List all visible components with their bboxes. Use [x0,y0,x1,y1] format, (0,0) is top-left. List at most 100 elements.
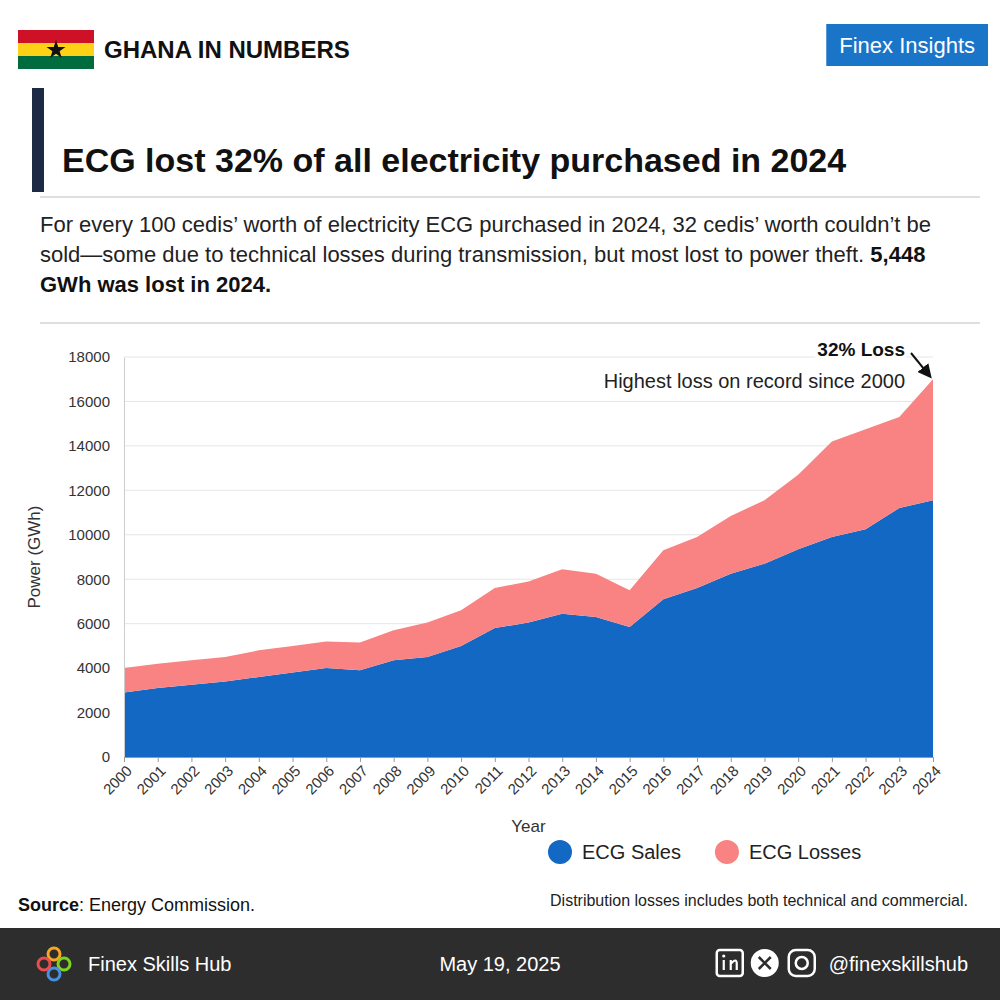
y-tick: 8000 [77,571,124,588]
x-tick-mark [596,757,597,762]
x-tick: 2005 [268,757,304,798]
x-tick-label: 2007 [335,762,371,798]
y-axis-title: Power (GWh) [25,506,44,609]
x-tick: 2019 [740,757,776,798]
annotation-arrow [911,353,930,376]
footer-handle: @finexskillshub [829,953,968,975]
x-tick-label: 2021 [807,762,843,798]
x-axis: 2000200120022003200420052006200720082009… [99,757,944,798]
x-tick: 2022 [841,757,877,798]
x-tick-mark [360,757,361,762]
annotation: 32% Loss Highest loss on record since 200… [602,338,930,393]
x-tick: 2023 [875,757,911,798]
area-1 [124,379,933,692]
x-tick-label: 2018 [706,762,742,798]
y-tick-label: 4000 [77,659,110,676]
x-tick-label: 2019 [740,762,776,798]
y-tick-label: 2000 [77,704,110,721]
y-tick-label: 18000 [68,348,110,365]
page: GHANA IN NUMBERSFinex InsightsECG lost 3… [0,0,1000,1000]
x-tick: 2017 [673,757,709,798]
x-tick: 2024 [908,757,944,798]
logo-dot [48,968,60,980]
y-axis-line [124,358,125,758]
x-tick-mark [764,757,765,762]
x-tick-label: 2012 [504,762,540,798]
y-tick-label: 8000 [77,571,110,588]
x-tick-label: 2009 [403,762,439,798]
title: ECG lost 32% of all electricity purchase… [62,141,846,179]
legend-swatch [715,840,739,864]
x-tick-mark [529,757,530,762]
x-tick-mark [731,757,732,762]
logo-dot [48,948,60,960]
y-tick: 16000 [68,393,124,410]
logo [38,948,70,980]
x-tick: 2002 [167,757,203,798]
x-tick-mark [259,757,260,762]
x-tick-mark [326,757,327,762]
x-tick-mark [191,757,192,762]
x-tick: 2007 [335,757,371,798]
icon [722,954,725,957]
y-tick: 12000 [68,482,124,499]
grid-line [124,445,933,446]
x-tick-mark [495,757,496,762]
icon [789,950,815,976]
x-tick-mark [427,757,428,762]
x-tick-label: 2011 [471,762,506,797]
x-tick-mark [832,757,833,762]
x-tick: 2000 [99,757,135,798]
x-tick: 2015 [605,757,641,798]
x-tick: 2006 [302,757,338,798]
y-tick: 18000 [68,348,124,365]
legend-label: ECG Sales [582,841,681,863]
grid [124,357,933,757]
x-tick: 2011 [471,757,506,797]
x-tick-label: 2022 [841,762,877,798]
x-tick-mark [630,757,631,762]
footer-date: May 19, 2025 [439,953,560,975]
x-tick-label: 2004 [234,762,270,798]
grid-line [124,401,933,402]
x-tick-mark [899,757,900,762]
note: Distribution losses includes both techni… [550,892,968,909]
annotation-background [602,369,907,393]
y-tick-label: 6000 [77,615,110,632]
x-tick-label: 2010 [437,762,473,798]
x-tick-mark [663,757,664,762]
icon [796,957,808,969]
y-axis: 0200040006000800010000120001400016000180… [68,348,124,765]
icon [759,957,771,969]
x-tick-label: 2017 [673,762,709,798]
subtitle-text: For every 100 cedis’ worth of electricit… [40,212,931,267]
x-tick-mark [562,757,563,762]
source-text: : Energy Commission. [79,895,255,915]
x-tick: 2016 [639,757,675,798]
x-tick-label: 2006 [302,762,338,798]
brand: GHANA IN NUMBERS [104,36,350,63]
y-tick: 2000 [77,704,124,721]
badge [826,24,988,66]
x-tick: 2013 [538,757,574,798]
x-tick-mark [798,757,799,762]
x-tick-label: 2016 [639,762,675,798]
x-tick-label: 2023 [875,762,911,798]
y-tick-label: 16000 [68,393,110,410]
x-tick-label: 2015 [605,762,641,798]
x-tick: 2012 [504,757,540,798]
source-label: Source [18,895,79,915]
y-tick-label: 12000 [68,482,110,499]
annotation-text: Highest loss on record since 2000 [604,370,905,392]
x-tick-mark [866,757,867,762]
x-tick-label: 2013 [538,762,574,798]
y-tick: 0 [102,748,124,765]
annotation-title: 32% Loss [817,339,905,360]
title-bar [32,88,44,192]
x-tick-mark [225,757,226,762]
x-tick: 2003 [201,757,237,798]
legend-label: ECG Losses [749,841,861,863]
social-icons [717,949,815,977]
x-tick-label: 2003 [201,762,237,798]
x-tick-mark [124,757,125,762]
